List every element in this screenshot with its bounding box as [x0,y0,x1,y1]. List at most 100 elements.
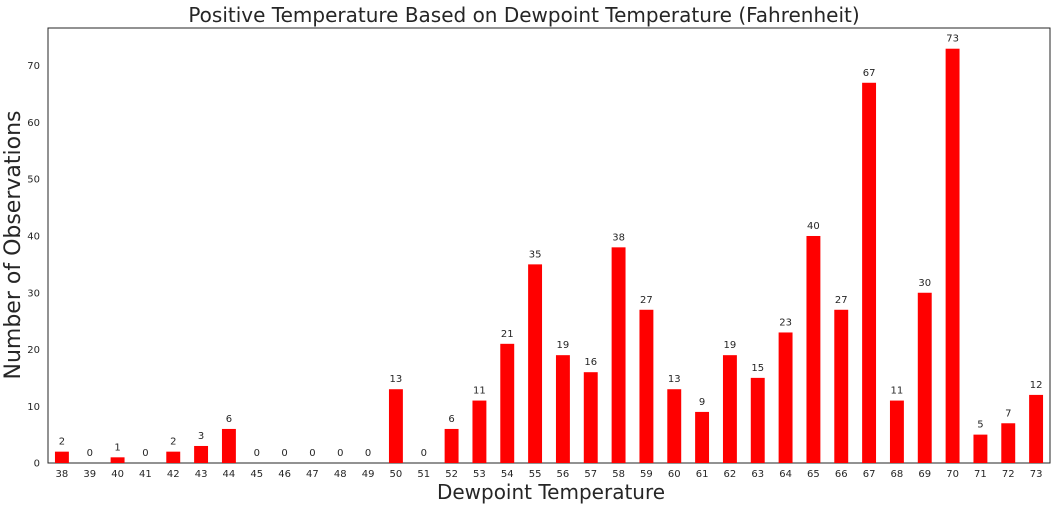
data-label-58: 38 [612,232,625,243]
y-tick-label-70: 70 [27,61,40,72]
x-tick-label-56: 56 [557,469,570,480]
bar-43 [194,445,209,463]
y-axis-title: Number of Observations [1,111,26,380]
y-tick-label-0: 0 [34,459,40,470]
data-label-49: 0 [365,448,371,459]
data-label-47: 0 [309,448,315,459]
y-tick-label-30: 30 [27,288,40,299]
x-tick-label-44: 44 [223,469,236,480]
data-label-57: 16 [584,357,597,368]
data-label-64: 23 [779,317,792,328]
bar-73 [1029,394,1044,463]
bar-69 [917,292,932,463]
x-tick-label-69: 69 [918,469,931,480]
data-label-39: 0 [87,448,93,459]
x-tick-label-50: 50 [390,469,403,480]
x-tick-label-53: 53 [473,469,486,480]
bar-70 [945,48,960,464]
bar-62 [722,355,737,463]
x-tick-label-41: 41 [139,469,152,480]
data-label-73: 12 [1030,380,1043,391]
data-label-62: 19 [724,340,737,351]
x-tick-label-52: 52 [445,469,458,480]
x-tick-label-65: 65 [807,469,820,480]
bar-42 [166,451,181,463]
bar-60 [667,389,682,463]
data-label-42: 2 [170,437,176,448]
y-tick-label-10: 10 [27,402,40,413]
bar-54 [500,343,515,463]
data-label-59: 27 [640,295,653,306]
x-tick-label-72: 72 [1002,469,1015,480]
data-label-66: 27 [835,295,848,306]
data-label-69: 30 [918,278,931,289]
data-label-61: 9 [699,397,705,408]
bar-52 [444,428,459,463]
x-tick-label-73: 73 [1030,469,1043,480]
y-tick-labels: 0 10 20 30 40 50 60 70 [27,61,40,469]
data-label-60: 13 [668,374,681,385]
data-label-40: 1 [114,442,120,453]
plot-area [47,27,1051,464]
bar-55 [528,264,543,463]
bar-71 [973,434,988,463]
data-label-71: 5 [977,420,983,431]
bar-66 [834,309,849,463]
x-tick-label-39: 39 [83,469,96,480]
x-tick-label-60: 60 [668,469,681,480]
x-tick-labels: 38 39 40 41 42 43 44 45 46 47 48 49 50 51 52 53 54 55 56 57… [56,469,1043,480]
data-label-53: 11 [473,386,486,397]
bar-50 [388,389,403,463]
data-label-55: 35 [529,249,542,260]
data-label-67: 67 [863,68,876,79]
data-label-54: 21 [501,329,514,340]
x-tick-label-66: 66 [835,469,848,480]
x-axis-title: Dewpoint Temperature [437,480,665,504]
x-tick-label-57: 57 [584,469,597,480]
y-tick-label-50: 50 [27,175,40,186]
x-tick-label-63: 63 [751,469,764,480]
x-tick-label-38: 38 [56,469,69,480]
x-tick-label-61: 61 [696,469,709,480]
x-tick-label-54: 54 [501,469,514,480]
data-label-43: 3 [198,431,204,442]
x-tick-label-46: 46 [278,469,291,480]
bar-63 [750,377,765,463]
x-tick-label-58: 58 [612,469,625,480]
x-tick-label-68: 68 [891,469,904,480]
x-tick-label-42: 42 [167,469,180,480]
data-label-38: 2 [59,437,65,448]
data-label-44: 6 [226,414,232,425]
x-tick-label-71: 71 [974,469,987,480]
x-tick-label-64: 64 [779,469,792,480]
data-label-70: 73 [946,34,959,45]
x-tick-label-55: 55 [529,469,542,480]
bar-65 [806,235,821,463]
data-label-45: 0 [254,448,260,459]
x-tick-label-47: 47 [306,469,319,480]
bar-38 [54,451,69,463]
bars-group [54,48,1044,464]
x-tick-label-59: 59 [640,469,653,480]
bar-40 [110,457,125,463]
bar-56 [555,355,570,463]
y-tick-label-40: 40 [27,231,40,242]
bar-59 [639,309,654,463]
data-label-63: 15 [751,363,764,374]
x-tick-label-49: 49 [362,469,375,480]
x-tick-label-45: 45 [250,469,263,480]
chart-title: Positive Temperature Based on Dewpoint T… [188,3,859,27]
data-label-72: 7 [1005,408,1011,419]
bar-44 [221,428,236,463]
bar-57 [583,372,598,463]
bar-67 [862,82,877,464]
y-tick-label-20: 20 [27,345,40,356]
x-tick-label-62: 62 [724,469,737,480]
data-label-48: 0 [337,448,343,459]
bar-72 [1001,423,1016,463]
y-tick-label-60: 60 [27,118,40,129]
data-label-65: 40 [807,221,820,232]
bar-58 [611,247,626,463]
data-label-41: 0 [142,448,148,459]
